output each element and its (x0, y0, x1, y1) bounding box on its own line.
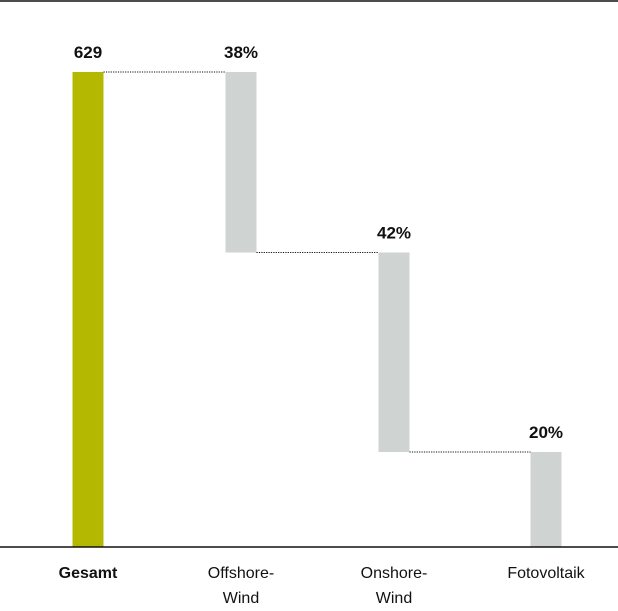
category-label-line: Gesamt (59, 565, 118, 582)
value-label-segment-3: 20% (529, 423, 563, 442)
category-label-1: Gesamt (59, 565, 118, 582)
category-labels-group: Gesamt Offshore- Wind Onshore- Wind Fotovolta… (59, 565, 586, 607)
category-label-line: Wind (376, 590, 412, 607)
value-label-segment-1: 38% (224, 43, 258, 62)
connectors-group (103, 71, 531, 453)
category-label-2: Offshore- Wind (208, 565, 274, 607)
category-label-line: Fotovoltaik (507, 565, 585, 582)
category-label-line: Wind (223, 590, 259, 607)
value-labels-group: 629 38% 42% 20% (74, 43, 563, 442)
bar-segment-2 (378, 252, 410, 452)
value-label-segment-2: 42% (377, 224, 411, 243)
value-label-total: 629 (74, 43, 102, 62)
bar-segment-3 (530, 452, 562, 547)
category-label-4: Fotovoltaik (507, 565, 585, 582)
bars-group (72, 72, 562, 547)
category-label-line: Onshore- (361, 565, 428, 582)
category-label-line: Offshore- (208, 565, 274, 582)
bar-total (72, 72, 104, 547)
bar-segment-1 (225, 72, 257, 253)
category-label-3: Onshore- Wind (361, 565, 428, 607)
